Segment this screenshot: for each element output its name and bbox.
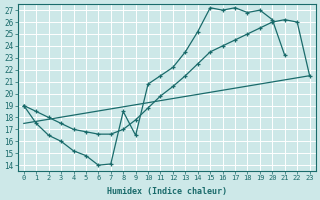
X-axis label: Humidex (Indice chaleur): Humidex (Indice chaleur) [107, 187, 227, 196]
